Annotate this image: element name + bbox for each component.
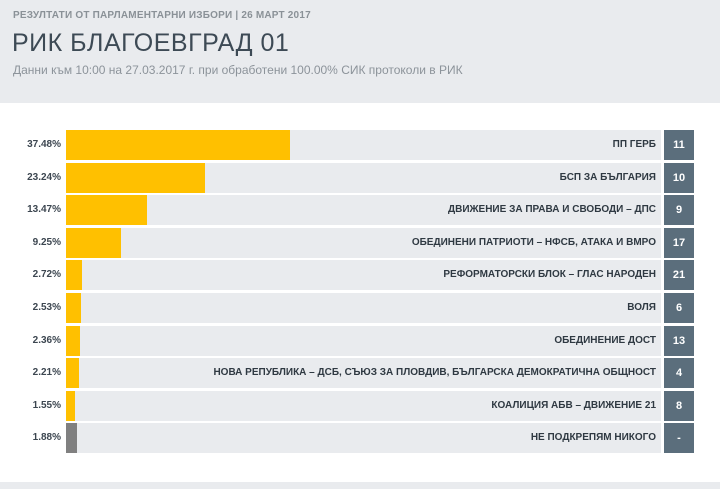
result-row: 37.48% ПП ГЕРБ 11 [0, 130, 720, 160]
result-percentage: 2.72% [32, 269, 61, 281]
result-row: 2.21% НОВА РЕПУБЛИКА – ДСБ, СЪЮЗ ЗА ПЛОВД… [0, 358, 720, 389]
result-row: 1.55% КОАЛИЦИЯ АБВ – ДВИЖЕНИЕ 21 8 [0, 390, 720, 421]
result-bar-track: ОБЕДИНЕНИЕ ДОСТ [66, 325, 661, 356]
result-bar-track: НЕ ПОДКРЕПЯМ НИКОГО [66, 423, 661, 454]
result-row: 2.53% ВОЛЯ 6 [0, 293, 720, 323]
result-row: 23.24% БСП ЗА БЪЛГАРИЯ 10 [0, 162, 720, 193]
result-bar-track: ОБЕДИНЕНИ ПАТРИОТИ – НФСБ, АТАКА И ВМРО [66, 227, 661, 258]
result-percentage: 37.48% [27, 139, 61, 150]
ballot-number-badge: - [664, 423, 694, 454]
result-row: 1.88% НЕ ПОДКРЕПЯМ НИКОГО - [0, 423, 720, 454]
results-panel: 37.48% ПП ГЕРБ 11 23.24% БСП ЗА БЪЛГАРИЯ 10 13… [0, 103, 720, 489]
result-bar-track: ПП ГЕРБ [66, 130, 661, 160]
ballot-number-badge: 8 [664, 390, 694, 421]
ballot-number-badge: 4 [664, 358, 694, 389]
party-name: РЕФОРМАТОРСКИ БЛОК – ГЛАС НАРОДЕН [443, 269, 656, 281]
result-bar-fill [66, 390, 75, 421]
page-title: РИК БЛАГОЕВГРАД 01 [12, 29, 290, 57]
page-header: РЕЗУЛТАТИ ОТ ПАРЛАМЕНТАРНИ ИЗБОРИ | 26 М… [0, 0, 720, 100]
ballot-number-badge: 11 [664, 130, 694, 160]
data-status-subtitle: Данни към 10:00 на 27.03.2017 г. при обр… [13, 63, 463, 77]
ballot-number-badge: 13 [664, 325, 694, 356]
result-percentage: 2.53% [32, 302, 61, 313]
ballot-number-badge: 21 [664, 260, 694, 291]
result-bar-fill [66, 423, 77, 454]
ballot-number-badge: 9 [664, 195, 694, 226]
result-row: 2.72% РЕФОРМАТОРСКИ БЛОК – ГЛАС НАРОДЕН 21 [0, 260, 720, 291]
result-percentage: 2.36% [32, 334, 61, 346]
result-bar-track: ДВИЖЕНИЕ ЗА ПРАВА И СВОБОДИ – ДПС [66, 195, 661, 226]
result-bar-fill [66, 227, 121, 258]
party-name: ДВИЖЕНИЕ ЗА ПРАВА И СВОБОДИ – ДПС [447, 204, 656, 216]
result-percentage: 1.55% [32, 399, 61, 411]
result-bar-fill [66, 260, 82, 291]
election-kicker: РЕЗУЛТАТИ ОТ ПАРЛАМЕНТАРНИ ИЗБОРИ | 26 М… [13, 10, 311, 21]
result-row: 13.47% ДВИЖЕНИЕ ЗА ПРАВА И СВОБОДИ – ДПС 9 [0, 195, 720, 226]
result-bar-fill [66, 195, 147, 226]
result-percentage: 9.25% [32, 236, 61, 248]
result-percentage: 2.21% [32, 367, 61, 379]
party-name: БСП ЗА БЪЛГАРИЯ [559, 171, 656, 183]
result-bar-track: КОАЛИЦИЯ АБВ – ДВИЖЕНИЕ 21 [66, 390, 661, 421]
ballot-number-badge: 10 [664, 162, 694, 193]
result-bar-fill [66, 293, 81, 323]
result-percentage: 1.88% [32, 432, 61, 444]
result-row: 9.25% ОБЕДИНЕНИ ПАТРИОТИ – НФСБ, АТАКА И … [0, 227, 720, 258]
party-name: ВОЛЯ [627, 302, 656, 313]
ballot-number-badge: 17 [664, 227, 694, 258]
party-name: ОБЕДИНЕНИ ПАТРИОТИ – НФСБ, АТАКА И ВМРО [411, 236, 656, 248]
ballot-number-badge: 6 [664, 293, 694, 323]
party-name: НОВА РЕПУБЛИКА – ДСБ, СЪЮЗ ЗА ПЛОВДИВ, Б… [213, 367, 656, 379]
result-bar-track: БСП ЗА БЪЛГАРИЯ [66, 162, 661, 193]
result-bar-track: ВОЛЯ [66, 293, 661, 323]
party-name: ПП ГЕРБ [612, 139, 656, 150]
result-bar-fill [66, 325, 80, 356]
result-bar-fill [66, 130, 290, 160]
result-percentage: 23.24% [27, 171, 61, 183]
party-name: НЕ ПОДКРЕПЯМ НИКОГО [530, 432, 656, 444]
footer-divider [0, 482, 720, 489]
result-bar-fill [66, 162, 205, 193]
result-percentage: 13.47% [27, 204, 61, 216]
result-bar-track: РЕФОРМАТОРСКИ БЛОК – ГЛАС НАРОДЕН [66, 260, 661, 291]
party-name: КОАЛИЦИЯ АБВ – ДВИЖЕНИЕ 21 [491, 399, 656, 411]
result-row: 2.36% ОБЕДИНЕНИЕ ДОСТ 13 [0, 325, 720, 356]
party-name: ОБЕДИНЕНИЕ ДОСТ [554, 334, 656, 346]
result-bar-fill [66, 358, 79, 389]
result-bar-track: НОВА РЕПУБЛИКА – ДСБ, СЪЮЗ ЗА ПЛОВДИВ, Б… [66, 358, 661, 389]
